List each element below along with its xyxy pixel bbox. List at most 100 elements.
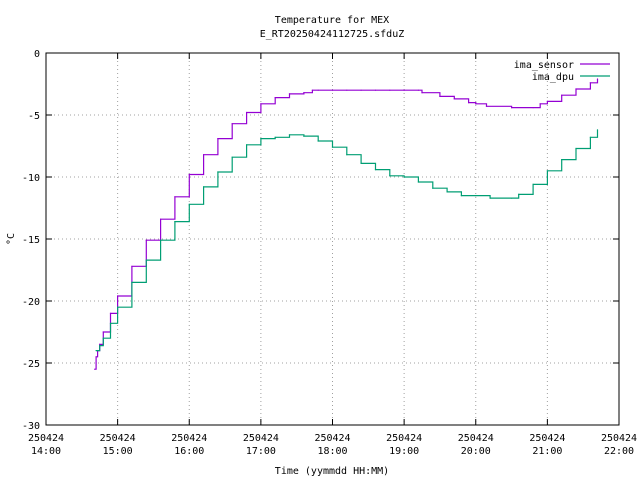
legend-label: ima_dpu (532, 72, 574, 83)
x-tick-date-label: 250424 (601, 433, 637, 444)
data-point-ima_dpu (303, 135, 305, 137)
legend-label: ima_sensor (514, 60, 574, 71)
y-axis-label: °C (6, 233, 17, 245)
data-point-ima_sensor (374, 89, 377, 91)
x-axis: 250424 14:00 250424 15:00 250424 16:00 250424 1… (28, 53, 637, 457)
data-point-ima_sensor (303, 92, 305, 94)
data-point-ima_sensor (596, 78, 599, 80)
data-point-ima_sensor (95, 356, 97, 358)
data-point-ima_dpu (174, 221, 176, 223)
data-point-ima_dpu (109, 322, 112, 324)
x-tick-date-label: 250424 (28, 433, 64, 444)
data-point-ima_sensor (99, 343, 101, 345)
x-tick-date-label: 250424 (171, 433, 207, 444)
x-tick-time-label: 17:00 (246, 446, 276, 457)
data-point-ima_dpu (188, 203, 190, 205)
data-point-ima_sensor (109, 312, 112, 314)
data-point-ima_sensor (94, 368, 96, 370)
x-tick-time-label: 16:00 (174, 446, 204, 457)
data-point-ima_sensor (102, 331, 104, 333)
data-point-ima_sensor (539, 103, 541, 105)
chart-subtitle: E_RT20250424112725.sfduZ (260, 29, 405, 40)
data-point-ima_dpu (546, 170, 549, 172)
data-point-ima_dpu (596, 129, 599, 131)
data-point-ima_dpu (360, 162, 362, 164)
data-point-ima_dpu (389, 175, 391, 177)
data-point-ima_dpu (589, 136, 592, 138)
data-point-ima_sensor (561, 94, 563, 96)
data-point-ima_dpu (231, 156, 233, 158)
data-point-ima_dpu (489, 197, 491, 199)
data-point-ima_sensor (439, 95, 441, 97)
data-point-ima_sensor (260, 103, 262, 105)
data-point-ima_dpu (99, 345, 101, 347)
data-point-ima_dpu (117, 306, 119, 308)
data-point-ima_dpu (131, 281, 133, 283)
data-point-ima_sensor (131, 265, 133, 267)
data-point-ima_dpu (331, 146, 334, 148)
data-point-ima_sensor (389, 89, 391, 91)
data-point-ima_dpu (246, 144, 248, 146)
data-point-ima_dpu (417, 181, 419, 183)
data-point-ima_dpu (575, 147, 577, 150)
data-point-ima_sensor (188, 173, 190, 176)
data-point-ima_dpu (274, 136, 276, 138)
chart-title: Temperature for MEX (275, 15, 389, 26)
x-tick-time-label: 20:00 (461, 446, 491, 457)
data-point-ima_sensor (274, 97, 276, 99)
data-point-ima_sensor (160, 218, 162, 220)
x-tick-date-label: 250424 (243, 433, 279, 444)
data-point-ima_dpu (145, 259, 147, 261)
data-point-ima_sensor (475, 103, 477, 105)
data-point-ima_dpu (288, 134, 291, 136)
y-tick-label: -10 (22, 173, 40, 184)
data-point-ima_sensor (421, 92, 423, 94)
data-point-ima_sensor (453, 98, 455, 100)
x-tick-time-label: 21:00 (532, 446, 562, 457)
data-point-ima_sensor (317, 89, 319, 91)
x-tick-time-label: 22:00 (604, 446, 634, 457)
data-point-ima_dpu (95, 350, 97, 352)
data-point-ima_sensor (174, 196, 176, 198)
series-group (94, 78, 599, 370)
data-point-ima_sensor (546, 100, 549, 102)
data-point-ima_dpu (346, 154, 348, 156)
y-tick-label: -20 (22, 297, 40, 308)
data-point-ima_sensor (217, 138, 219, 140)
x-tick-date-label: 250424 (386, 433, 422, 444)
x-tick-date-label: 250424 (529, 433, 565, 444)
x-tick-time-label: 15:00 (103, 446, 133, 457)
data-point-ima_sensor (589, 82, 592, 84)
y-tick-label: -30 (22, 421, 40, 432)
x-tick-date-label: 250424 (100, 433, 136, 444)
x-tick-time-label: 14:00 (31, 446, 61, 457)
grid (46, 53, 619, 425)
data-point-ima_dpu (102, 337, 104, 339)
data-point-ima_sensor (231, 123, 233, 125)
data-point-ima_sensor (246, 111, 248, 114)
data-point-ima_sensor (511, 107, 513, 109)
y-tick-label: 0 (34, 49, 40, 60)
series-line-ima_dpu (96, 129, 599, 352)
data-point-ima_dpu (203, 186, 205, 188)
data-point-ima_dpu (518, 193, 520, 195)
data-point-ima_sensor (417, 89, 419, 91)
data-point-ima_dpu (374, 169, 377, 171)
data-point-ima_sensor (117, 295, 119, 297)
y-axis: 0 -5 -10 -15 -20 -25 -30 (22, 49, 619, 432)
data-point-ima_sensor (360, 89, 362, 91)
data-point-ima_sensor (575, 88, 577, 90)
data-point-ima_dpu (446, 191, 448, 193)
data-point-ima_dpu (160, 239, 162, 241)
y-tick-label: -15 (22, 235, 40, 246)
data-point-ima_sensor (311, 89, 313, 91)
data-point-ima_sensor (403, 89, 405, 91)
data-point-ima_dpu (511, 197, 513, 199)
data-point-ima_sensor (532, 107, 534, 109)
data-point-ima_sensor (145, 239, 147, 241)
data-point-ima_dpu (432, 187, 434, 189)
data-point-ima_dpu (532, 183, 534, 185)
x-tick-time-label: 18:00 (317, 446, 347, 457)
